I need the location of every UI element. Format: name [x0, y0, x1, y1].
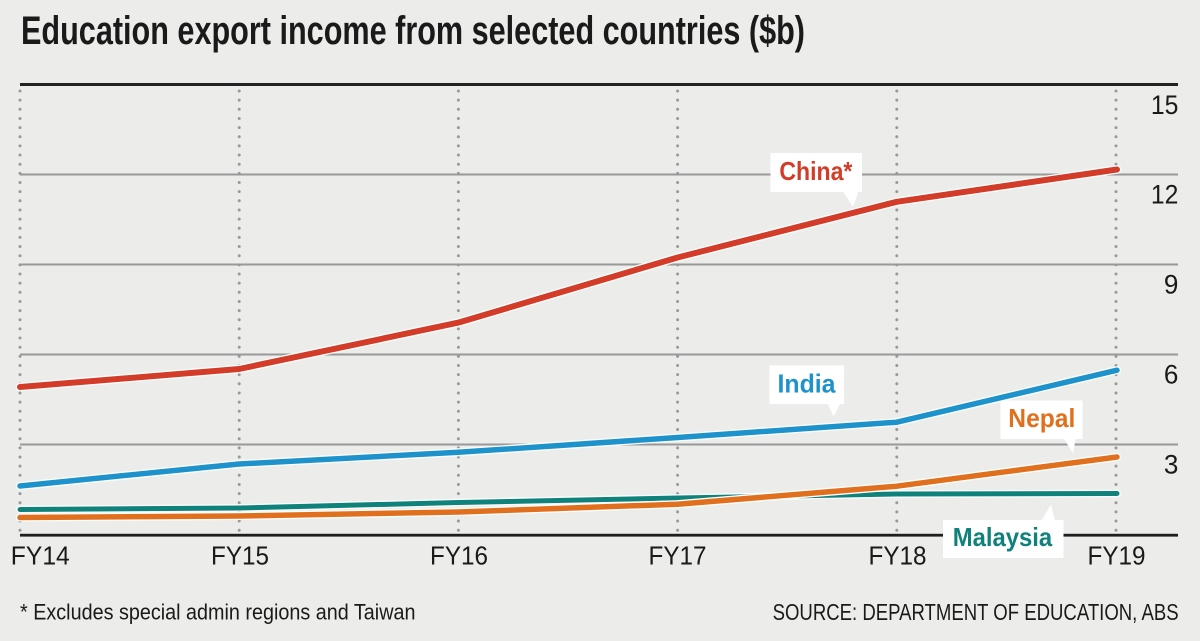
svg-text:Nepal: Nepal [1008, 403, 1075, 433]
svg-text:15: 15 [1151, 90, 1179, 120]
svg-text:FY18: FY18 [869, 541, 927, 571]
svg-text:9: 9 [1164, 270, 1179, 300]
svg-text:FY19: FY19 [1088, 541, 1146, 571]
svg-text:FY15: FY15 [211, 541, 269, 571]
svg-text:* Excludes special admin regio: * Excludes special admin regions and Tai… [20, 599, 416, 624]
svg-text:FY14: FY14 [11, 541, 70, 571]
svg-text:Malaysia: Malaysia [953, 522, 1053, 552]
svg-text:FY16: FY16 [430, 541, 488, 571]
svg-text:India: India [778, 369, 837, 399]
svg-text:SOURCE: DEPARTMENT OF EDUCATIO: SOURCE: DEPARTMENT OF EDUCATION, ABS [773, 599, 1179, 625]
svg-text:FY17: FY17 [649, 541, 707, 571]
svg-text:3: 3 [1164, 450, 1179, 480]
svg-text:6: 6 [1164, 360, 1179, 390]
svg-text:12: 12 [1151, 180, 1179, 210]
svg-text:Education export income from s: Education export income from selected co… [21, 9, 805, 53]
svg-text:China*: China* [779, 156, 853, 186]
